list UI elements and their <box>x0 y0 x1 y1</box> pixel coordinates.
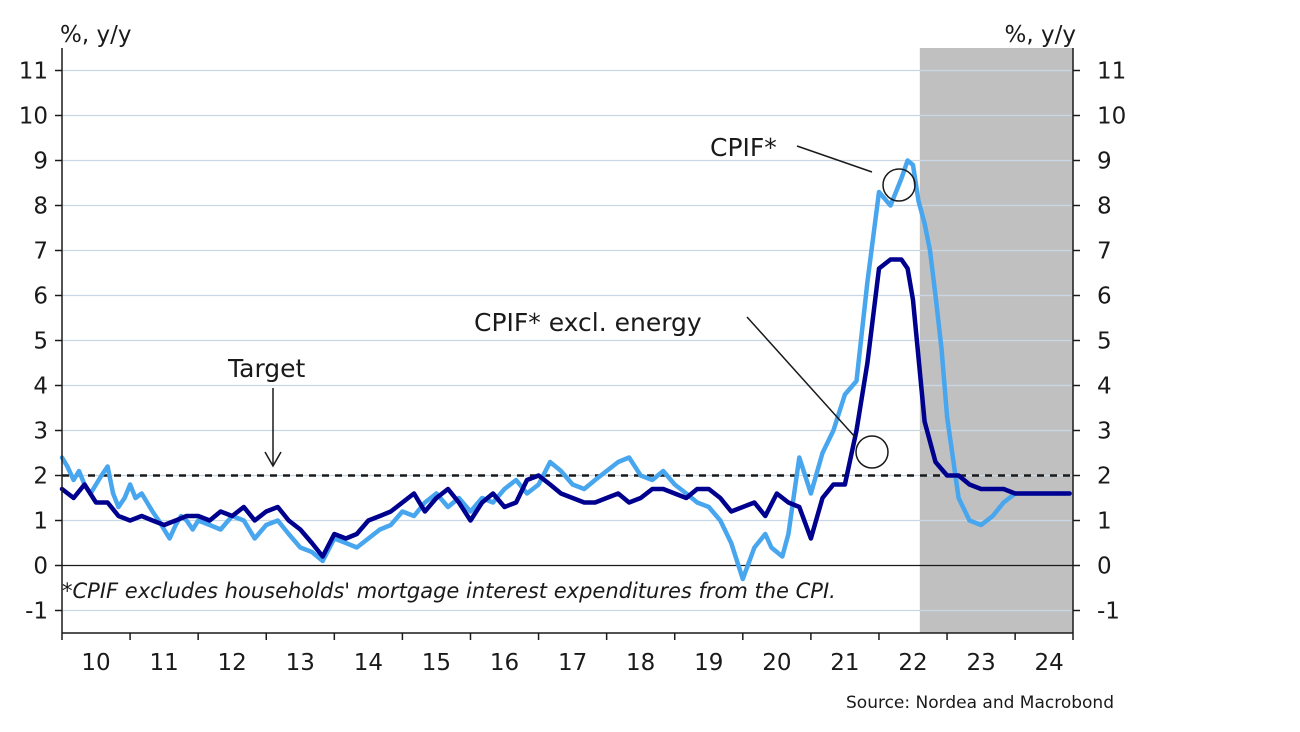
cpif-annotation-circle <box>882 168 916 202</box>
target-label: Target <box>227 354 306 383</box>
x-tick-label: 20 <box>762 650 791 676</box>
y-tick-label-right: 1 <box>1097 509 1112 535</box>
source-note: Source: Nordea and Macrobond <box>846 693 1114 713</box>
y-tick-label-left: 8 <box>33 194 48 220</box>
y-tick-label-left: 9 <box>33 149 48 175</box>
y-tick-label-left: 2 <box>33 464 48 490</box>
x-ticks: 10 11 12 13 14 15 16 17 18 19 20 21 22 23 24 <box>61 633 1074 676</box>
series-layer <box>59 158 1072 582</box>
y-tick-label-left: 4 <box>33 374 48 400</box>
y-tick-label-left: 6 <box>33 284 48 310</box>
y-tick-label-left: 3 <box>33 419 48 445</box>
x-tick-label: 15 <box>422 650 451 676</box>
footnote: *CPIF excludes households' mortgage inte… <box>62 579 836 603</box>
y-tick-label-left: 7 <box>33 239 48 265</box>
cpif-excl-energy-annotation-label: CPIF* excl. energy <box>474 308 702 337</box>
y-tick-label-left: 11 <box>19 59 48 85</box>
x-tick-label: 11 <box>149 650 178 676</box>
cpif-excl-energy-annotation-leader <box>746 316 856 438</box>
y-tick-label-left: 10 <box>19 104 48 130</box>
y-tick-label-right: 8 <box>1097 194 1112 220</box>
x-tick-label: 10 <box>81 650 110 676</box>
y-tick-label-right: 2 <box>1097 464 1112 490</box>
series-line-cpif-excl-energy <box>59 257 1072 559</box>
y-ticks-left: -1 0 1 2 3 4 5 6 7 8 9 10 11 <box>19 59 62 625</box>
cpif-excl-energy-annotation: CPIF* excl. energy <box>474 308 889 469</box>
y-tick-label-right: 7 <box>1097 239 1112 265</box>
x-tick-label: 13 <box>286 650 315 676</box>
y-tick-label-left: -1 <box>25 599 48 625</box>
x-tick-label: 14 <box>354 650 383 676</box>
y-tick-label-right: 0 <box>1097 554 1112 580</box>
target-arrow-head <box>264 451 282 468</box>
x-tick-label: 21 <box>830 650 859 676</box>
cpif-annotation-label: CPIF* <box>710 133 777 162</box>
x-tick-label: 22 <box>898 650 927 676</box>
y-tick-label-right: 9 <box>1097 149 1112 175</box>
y-unit-left: %, y/y <box>60 22 131 48</box>
y-tick-label-right: 3 <box>1097 419 1112 445</box>
y-tick-label-right: 10 <box>1097 104 1126 130</box>
y-unit-right: %, y/y <box>1005 22 1076 48</box>
x-tick-label: 18 <box>626 650 655 676</box>
x-tick-label: 23 <box>966 650 995 676</box>
x-tick-label: 24 <box>1035 650 1064 676</box>
y-tick-label-right: 6 <box>1097 284 1112 310</box>
target-annotation: Target <box>227 354 306 468</box>
y-tick-label-right: 5 <box>1097 329 1112 355</box>
y-tick-label-right: 4 <box>1097 374 1112 400</box>
x-tick-label: 17 <box>558 650 587 676</box>
x-tick-label: 19 <box>694 650 723 676</box>
y-tick-label-left: 0 <box>33 554 48 580</box>
cpif-excl-energy-annotation-circle <box>855 435 889 469</box>
y-tick-label-right: -1 <box>1097 599 1120 625</box>
y-ticks-right: -1 0 1 2 3 4 5 6 7 8 9 10 11 <box>1073 59 1126 625</box>
y-tick-label-right: 11 <box>1097 59 1126 85</box>
y-tick-label-left: 1 <box>33 509 48 535</box>
series-line-cpif <box>59 158 1072 582</box>
y-tick-label-left: 5 <box>33 329 48 355</box>
x-tick-label: 16 <box>490 650 519 676</box>
cpif-annotation: CPIF* <box>710 133 916 202</box>
cpif-annotation-leader <box>796 145 873 173</box>
x-tick-label: 12 <box>218 650 247 676</box>
